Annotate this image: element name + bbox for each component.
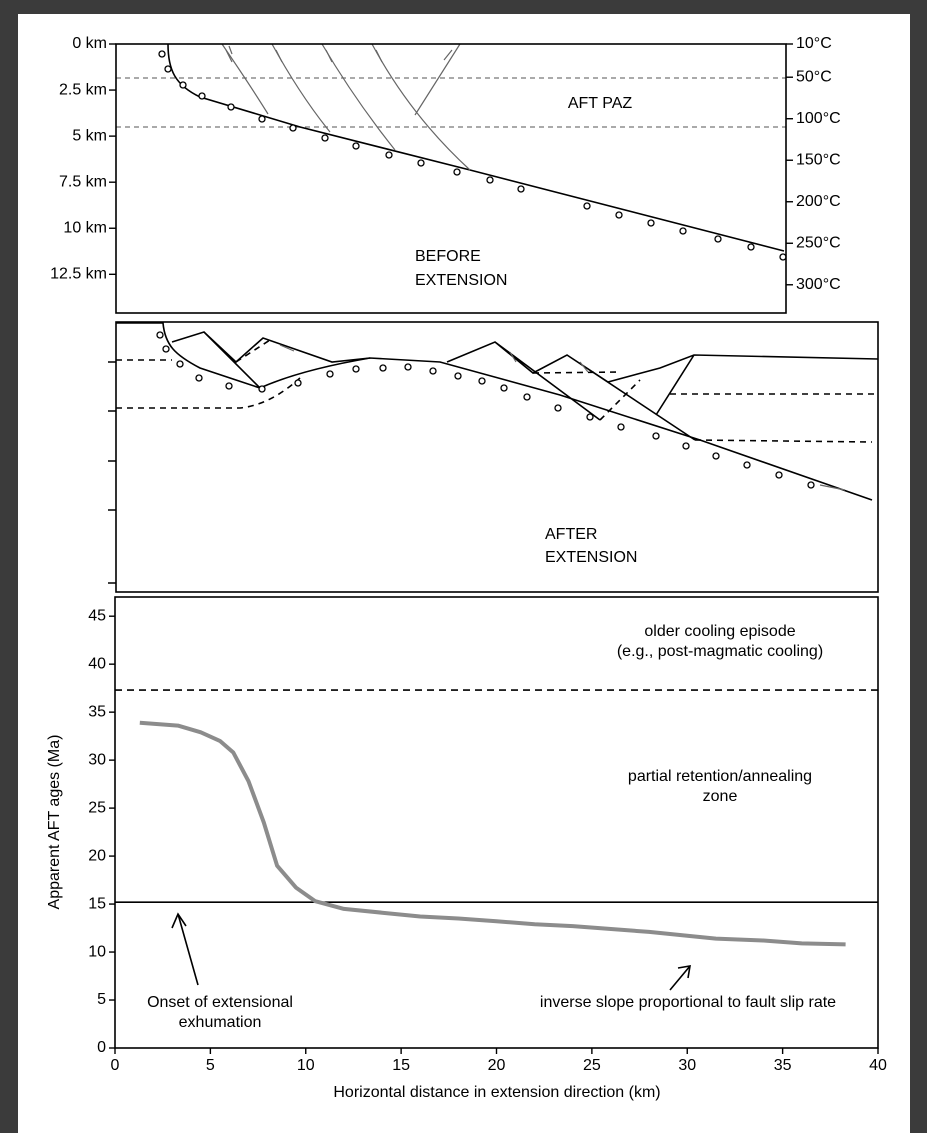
x-axis-title: Horizontal distance in extension directi… xyxy=(333,1084,660,1101)
y-tick-label: 40 xyxy=(88,655,106,672)
y-tick-label: 2.5 km xyxy=(59,81,107,98)
page xyxy=(18,14,910,1133)
faults xyxy=(221,43,471,171)
y2-tick-label: 300°C xyxy=(796,276,841,293)
y2-tick-label: 200°C xyxy=(796,193,841,210)
y-tick-label: 0 xyxy=(97,1039,106,1056)
annotation: older cooling episode xyxy=(644,623,795,640)
annotation: EXTENSION xyxy=(545,549,637,566)
y-tick-label: 45 xyxy=(88,607,106,624)
y-tick-label: 20 xyxy=(88,847,106,864)
y-tick-label: 12.5 km xyxy=(50,266,107,283)
y-tick-label: 10 xyxy=(88,943,106,960)
y-tick-label: 5 km xyxy=(72,127,107,144)
y-tick-label: 0 km xyxy=(72,35,107,52)
panel-frame xyxy=(115,321,879,593)
y-tick-label: 15 xyxy=(88,895,106,912)
y-tick-label: 5 xyxy=(97,991,106,1008)
y-tick-label: 35 xyxy=(88,703,106,720)
after-section: AFTER EXTENSION xyxy=(108,322,879,584)
paz-boundary xyxy=(116,77,786,128)
y-tick-label: 30 xyxy=(88,751,106,768)
y2-tick-label: 100°C xyxy=(796,110,841,127)
y-tick-label: 10 km xyxy=(63,219,107,236)
annotation: exhumation xyxy=(179,1014,262,1031)
age-chart-annotations: older cooling episode (e.g., post-magmat… xyxy=(46,623,836,1101)
annotation: AFT PAZ xyxy=(568,95,633,112)
x-tick-label: 30 xyxy=(678,1057,696,1074)
annotation: EXTENSION xyxy=(415,272,507,289)
annotation: inverse slope proportional to fault slip… xyxy=(540,994,836,1011)
y-axis-title: Apparent AFT ages (Ma) xyxy=(46,735,63,910)
y2-tick-label: 10°C xyxy=(796,35,832,52)
x-tick-label: 35 xyxy=(774,1057,792,1074)
fault-blocks xyxy=(171,331,879,441)
slip-arrows xyxy=(279,344,846,491)
x-tick-label: 20 xyxy=(488,1057,506,1074)
y2-tick-label: 150°C xyxy=(796,151,841,168)
annotation: Onset of extensional xyxy=(147,994,293,1011)
x-tick-label: 0 xyxy=(111,1057,120,1074)
panel-frame xyxy=(115,43,787,314)
annotation: zone xyxy=(703,788,738,805)
x-tick-label: 15 xyxy=(392,1057,410,1074)
samples xyxy=(158,50,787,261)
y2-tick-label: 250°C xyxy=(796,234,841,251)
before-section: AFT PAZ BEFORE EXTENSION xyxy=(116,43,787,289)
y2-tick-label: 50°C xyxy=(796,68,832,85)
y-tick-label: 25 xyxy=(88,799,106,816)
depth-ticks xyxy=(108,361,116,584)
paz-boundary xyxy=(116,339,875,443)
annotation: AFTER xyxy=(545,526,597,543)
x-tick-label: 10 xyxy=(297,1057,315,1074)
age-curve xyxy=(139,720,846,947)
annotation: (e.g., post-magmatic cooling) xyxy=(617,643,823,660)
y-tick-label: 7.5 km xyxy=(59,173,107,190)
x-tick-label: 5 xyxy=(206,1057,215,1074)
annotation: partial retention/annealing xyxy=(628,768,812,785)
x-tick-label: 40 xyxy=(869,1057,887,1074)
x-tick-label: 25 xyxy=(583,1057,601,1074)
arrows xyxy=(171,912,691,991)
samples xyxy=(156,331,815,489)
annotation: BEFORE xyxy=(415,248,481,265)
slip-arrows xyxy=(225,45,453,63)
